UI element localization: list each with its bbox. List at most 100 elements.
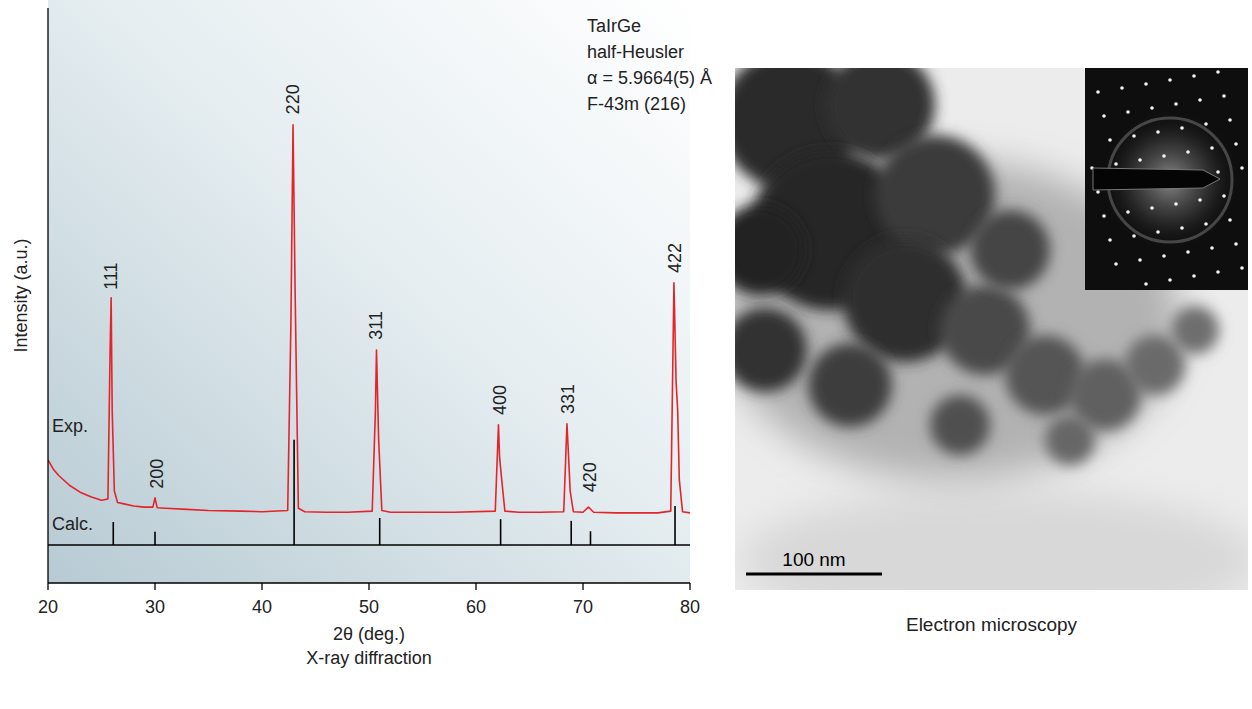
info-line: F-43m (216)	[587, 94, 686, 114]
inset-spot	[1240, 166, 1244, 170]
inset-spot	[1240, 266, 1244, 270]
inset-spot	[1126, 210, 1130, 214]
inset-spot	[1108, 238, 1112, 242]
calc-stick	[293, 440, 295, 545]
inset-spot	[1150, 206, 1154, 210]
inset-spot	[1102, 214, 1106, 218]
inset-spot	[1180, 226, 1184, 230]
inset-spot	[1132, 234, 1136, 238]
peak-label: 220	[283, 84, 303, 114]
x-tick-label: 80	[680, 597, 700, 617]
inset-spot	[1174, 102, 1178, 106]
calc-stick	[674, 506, 676, 545]
x-axis-title: 2θ (deg.)	[333, 624, 405, 644]
beam-stop	[1093, 168, 1220, 190]
exp-pattern	[48, 125, 690, 513]
inset-spot	[1102, 114, 1106, 118]
scale-bar-label: 100 nm	[782, 549, 845, 570]
inset-spot	[1180, 126, 1184, 130]
inset-spot	[1216, 170, 1220, 174]
inset-spot	[1132, 134, 1136, 138]
inset-spot	[1096, 190, 1100, 194]
inset-spot	[1174, 202, 1178, 206]
x-tick	[47, 583, 48, 590]
tem-particle	[1045, 415, 1095, 465]
inset-spot	[1096, 90, 1100, 94]
x-tick-label: 30	[145, 597, 165, 617]
y-axis-title: Intensity (a.u.)	[11, 238, 31, 352]
data-marks	[48, 125, 690, 545]
x-tick-label: 20	[38, 597, 58, 617]
info-box: TaIrGehalf-Heuslerα = 5.9664(5) ÅF-43m (…	[587, 16, 712, 114]
inset-spot	[1204, 222, 1208, 226]
inset-spot	[1234, 142, 1238, 146]
x-tick	[582, 583, 583, 590]
peak-label: 420	[580, 462, 600, 492]
inset-spot	[1138, 258, 1142, 262]
calc-stick	[570, 521, 572, 545]
tem-haze	[740, 490, 1248, 590]
x-tick-label: 40	[252, 597, 272, 617]
panel-caption: X-ray diffraction	[306, 648, 432, 668]
inset-spot	[1210, 246, 1214, 250]
inset-spot	[1198, 198, 1202, 202]
inset-spot	[1156, 230, 1160, 234]
inset-spot	[1228, 218, 1232, 222]
calc-stick	[590, 531, 592, 545]
panel-caption: Electron microscopy	[906, 614, 1078, 635]
inset-spot	[1192, 274, 1196, 278]
info-line: TaIrGe	[587, 16, 641, 36]
x-tick	[368, 583, 369, 590]
inset-spot	[1126, 110, 1130, 114]
info-line: α = 5.9664(5) Å	[587, 68, 712, 88]
inset-spot	[1162, 254, 1166, 258]
inset-spot	[1216, 270, 1220, 274]
inset-spot	[1216, 70, 1220, 74]
tem-particle	[1171, 306, 1219, 354]
calc-stick	[112, 522, 114, 545]
diffraction-inset	[1085, 68, 1248, 290]
tem-particle	[735, 205, 805, 295]
inset-spot	[1228, 118, 1232, 122]
scale-bar	[746, 573, 882, 576]
tem-particle	[970, 210, 1050, 290]
inset-spot	[1138, 158, 1142, 162]
tem-image	[735, 68, 1248, 590]
peak-label: 111	[101, 262, 121, 289]
calc-stick	[500, 519, 502, 545]
inset-spot	[1144, 282, 1148, 286]
inset-spot	[1114, 162, 1118, 166]
x-tick	[475, 583, 476, 590]
inset-spot	[1222, 94, 1226, 98]
series-label: Calc.	[52, 514, 93, 534]
x-tick-label: 60	[466, 597, 486, 617]
inset-spot	[1120, 86, 1124, 90]
inset-spot	[1192, 74, 1196, 78]
inset-spot	[1168, 278, 1172, 282]
inset-spot	[1234, 242, 1238, 246]
calc-stick	[154, 532, 156, 545]
peak-label: 311	[366, 311, 386, 340]
calc-stick	[379, 518, 381, 545]
peak-label: 400	[490, 385, 510, 415]
inset-background	[1085, 68, 1248, 290]
inset-spot	[1186, 150, 1190, 154]
inset-spot	[1168, 78, 1172, 82]
x-tick-label: 70	[573, 597, 593, 617]
x-tick	[689, 583, 690, 590]
x-tick-label: 50	[359, 597, 379, 617]
x-tick	[154, 583, 155, 590]
peak-label: 200	[147, 459, 167, 489]
inset-spot	[1144, 82, 1148, 86]
figure: 20 30 40 50 60 70 80 2θ (deg.) X-ray diffraction…	[0, 0, 1252, 709]
tem-particle	[930, 395, 990, 455]
inset-spot	[1222, 194, 1226, 198]
series-label: Exp.	[52, 416, 88, 436]
peak-label: 331	[558, 384, 578, 414]
tem-particle	[735, 308, 807, 392]
calc-baseline	[48, 544, 690, 546]
y-axis	[47, 8, 48, 583]
inset-spot	[1108, 138, 1112, 142]
inset-spot	[1186, 250, 1190, 254]
inset-spot	[1210, 146, 1214, 150]
